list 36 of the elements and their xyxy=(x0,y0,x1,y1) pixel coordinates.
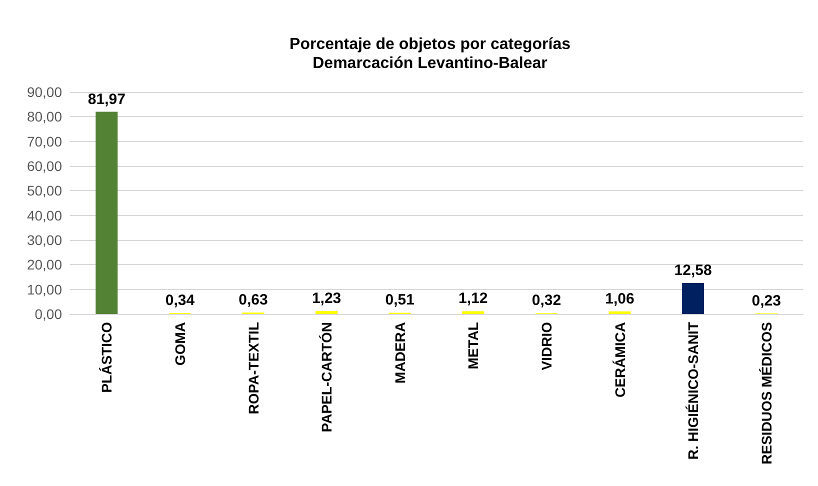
data-label: 1,12 xyxy=(458,290,488,308)
bar xyxy=(316,310,338,314)
y-tick-label: 20,00 xyxy=(26,256,62,273)
y-tick-label: 70,00 xyxy=(26,133,62,150)
x-tick-label: ROPA-TEXTIL xyxy=(245,322,262,414)
y-tick-label: 60,00 xyxy=(26,158,62,174)
y-tick-label: 50,00 xyxy=(26,182,62,199)
chart-title: Porcentaje de objetos por categorías Demarcación Levantino-Balear xyxy=(290,36,571,72)
x-tick-label: PLÁSTICO xyxy=(98,322,115,393)
bar xyxy=(682,282,704,314)
bar xyxy=(608,311,631,314)
data-label: 12,58 xyxy=(674,262,712,279)
data-label: 1,23 xyxy=(312,290,342,307)
y-tick-label: 0,00 xyxy=(34,306,62,322)
y-tick-label: 10,00 xyxy=(26,281,62,298)
data-label: 81,97 xyxy=(88,90,126,108)
x-tick-label: CERÁMICA xyxy=(612,322,628,398)
x-tick-label: R. HIGIÉNICO-SANIT xyxy=(685,322,702,460)
y-tick-label: 90,00 xyxy=(26,84,62,100)
x-tick-label: GOMA xyxy=(172,322,188,366)
y-tick-label: 40,00 xyxy=(26,207,62,224)
data-label: 0,34 xyxy=(165,292,196,310)
bar xyxy=(96,112,118,314)
y-tick-label: 80,00 xyxy=(26,108,62,125)
data-label: 0,63 xyxy=(238,291,268,308)
x-tick-label: VIDRIO xyxy=(538,322,554,370)
data-label: 0,51 xyxy=(385,292,414,309)
x-tick-label: PAPEL-CARTÓN xyxy=(318,322,335,432)
data-label: 0,32 xyxy=(532,292,562,310)
y-tick-label: 30,00 xyxy=(26,232,62,248)
data-label: 1,06 xyxy=(605,290,634,308)
x-tick-label: METAL xyxy=(465,322,482,370)
x-tick-label: RESIDUOS MÉDICOS xyxy=(758,322,774,464)
x-tick-label: MADERA xyxy=(392,322,408,384)
bar xyxy=(462,311,484,314)
data-label: 0,23 xyxy=(752,292,781,310)
